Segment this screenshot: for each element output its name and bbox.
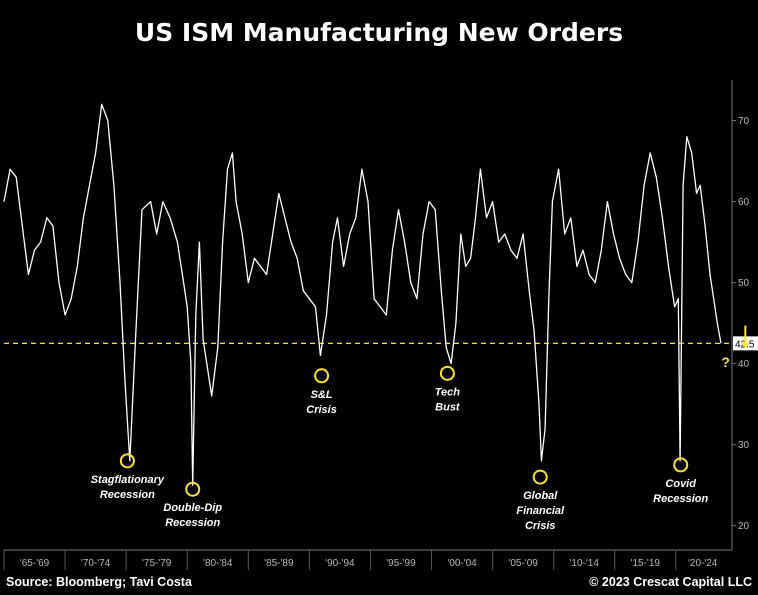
annotation-label: Crisis: [525, 520, 556, 532]
annotation-marker: [673, 457, 689, 473]
chart-title: US ISM Manufacturing New Orders: [134, 18, 624, 47]
annotation-label: Recession: [165, 517, 220, 529]
x-tick-label: '10-'14: [569, 558, 599, 569]
x-tick-label: '00-'04: [447, 558, 477, 569]
source-note: Source: Bloomberg; Tavi Costa: [6, 575, 192, 589]
question-mark: ?: [721, 354, 730, 370]
annotation-marker: [119, 453, 135, 469]
annotation-label: Recession: [653, 493, 708, 505]
x-tick-label: '95-'99: [386, 558, 416, 569]
down-arrow-head-icon: [741, 342, 750, 349]
copyright-note: © 2023 Crescat Capital LLC: [589, 575, 752, 589]
x-tick-label: '70-'74: [81, 558, 111, 569]
y-tick-label: 70: [738, 116, 750, 127]
annotation-label: Crisis: [306, 404, 337, 416]
x-tick-label: '05-'09: [508, 558, 538, 569]
annotation-marker: [314, 368, 330, 384]
x-tick-label: '80-'84: [203, 558, 233, 569]
x-tick-label: '20-'24: [688, 558, 718, 569]
annotation-label: Covid: [665, 478, 696, 490]
annotation-marker: [532, 469, 548, 485]
line-chart: 20 30 40 50 60 70 '65-'69 '70-'74 '75-'79 '80-'84…: [3, 80, 758, 570]
annotation-label: Double-Dip: [163, 502, 222, 514]
annotation-label: Recession: [100, 489, 155, 501]
series-line: [3, 103, 722, 486]
axes: 20 30 40 50 60 70 '65-'69 '70-'74 '75-'79 '80-'84…: [3, 80, 758, 570]
x-tick-label: '75-'79: [142, 558, 172, 569]
annotation-marker: [439, 365, 455, 381]
y-tick-label: 60: [738, 197, 750, 208]
annotation-label: Financial: [516, 505, 565, 517]
annotation-label: Global: [523, 490, 558, 502]
annotation-label: Stagflationary: [91, 474, 165, 486]
x-tick-label: '90-'94: [325, 558, 355, 569]
x-tick-label: '15-'19: [631, 558, 661, 569]
annotation-label: Tech: [435, 386, 461, 398]
annotations-layer: Stagflationary Recession Double-Dip Recessi…: [91, 325, 750, 532]
y-tick-label: 30: [738, 440, 750, 451]
y-tick-label: 50: [738, 278, 750, 289]
series-layer: [3, 103, 732, 486]
x-tick-label: '65-'69: [20, 558, 50, 569]
x-tick-label: '85-'89: [264, 558, 294, 569]
annotation-label: S&L: [311, 389, 333, 401]
y-tick-label: 20: [738, 521, 750, 532]
annotation-marker: [185, 481, 201, 497]
annotation-label: Bust: [435, 401, 461, 413]
y-tick-label: 40: [738, 359, 750, 370]
